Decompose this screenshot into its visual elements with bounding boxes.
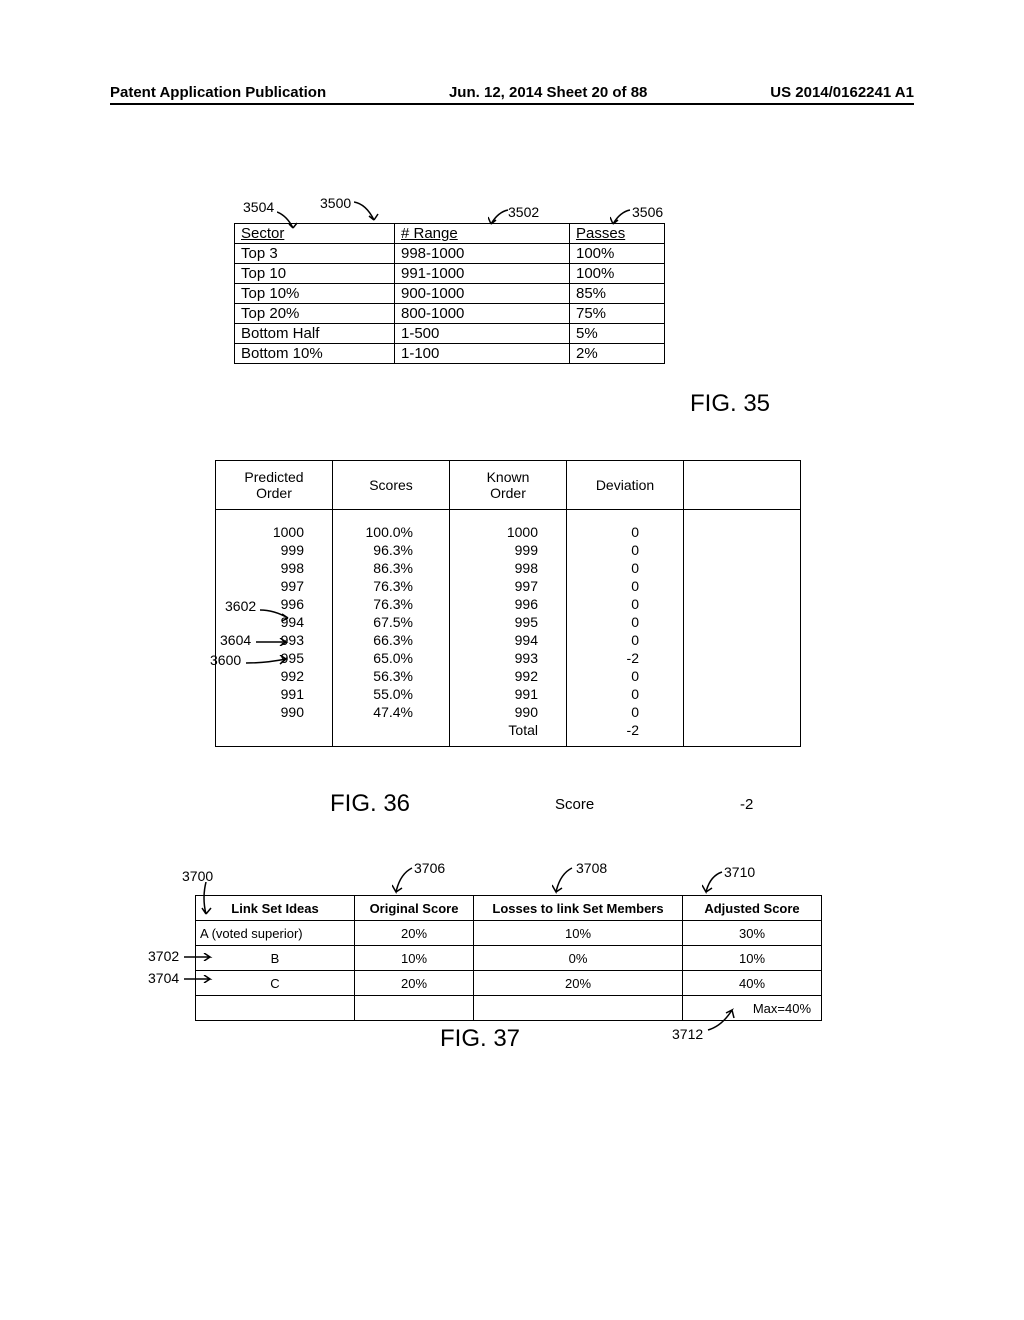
col-losses: Losses to link Set Members (474, 896, 683, 921)
callout-3702: 3702 (148, 948, 179, 964)
callout-3504: 3504 (243, 199, 274, 215)
table-row: Top 10%900-100085% (235, 284, 665, 304)
callout-3602: 3602 (225, 598, 256, 614)
known-list: 1000 999 998 997 996 995 994 993 992 991… (450, 524, 566, 738)
arrow-3600 (246, 655, 290, 665)
table-body-row: 1000 999 998 997 996 994 993 995 992 991… (216, 510, 801, 747)
arrow-3706 (392, 866, 416, 896)
callout-3502: 3502 (508, 204, 539, 220)
fig36-score-label: Score (555, 796, 594, 813)
arrow-3712 (706, 1006, 736, 1032)
table-header-row: Predicted Order Scores Known Order Devia… (216, 461, 801, 510)
table-row: Top 10991-1000100% (235, 264, 665, 284)
table-row: Top 20%800-100075% (235, 304, 665, 324)
scores-list: 100.0% 96.3% 86.3% 76.3% 76.3% 67.5% 66.… (333, 524, 449, 720)
col-passes: Passes (570, 224, 665, 244)
callout-3506: 3506 (632, 204, 663, 220)
col-deviation: Deviation (567, 461, 684, 510)
callout-3604: 3604 (220, 632, 251, 648)
fig37-label: FIG. 37 (440, 1025, 520, 1053)
table-row: Bottom 10%1-1002% (235, 344, 665, 364)
predicted-list: 1000 999 998 997 996 994 993 995 992 991… (216, 524, 332, 720)
fig36-label: FIG. 36 (330, 790, 410, 818)
col-known: Known Order (450, 461, 567, 510)
fig35-table: Sector # Range Passes Top 3998-1000100% … (234, 223, 665, 364)
table-header-row: Sector # Range Passes (235, 224, 665, 244)
patent-page: Patent Application Publication Jun. 12, … (0, 0, 1024, 1320)
fig35-table-wrap: Sector # Range Passes Top 3998-1000100% … (234, 223, 665, 364)
callout-3500: 3500 (320, 195, 351, 211)
arrow-3710 (702, 870, 724, 896)
arrow-3708 (552, 866, 576, 896)
col-orig: Original Score (355, 896, 474, 921)
col-range: # Range (395, 224, 570, 244)
col-scores: Scores (333, 461, 450, 510)
callout-3708: 3708 (576, 860, 607, 876)
col-predicted: Predicted Order (216, 461, 333, 510)
arrow-3602 (260, 608, 292, 622)
table-row: A (voted superior)20%10%30% (196, 921, 822, 946)
callout-3706: 3706 (414, 860, 445, 876)
fig36-score-value: -2 (740, 796, 753, 813)
fig35-label: FIG. 35 (690, 390, 770, 418)
table-row: B10%0%10% (196, 946, 822, 971)
fig36-table: Predicted Order Scores Known Order Devia… (215, 460, 801, 747)
pub-number: US 2014/0162241 A1 (770, 84, 914, 101)
callout-3704: 3704 (148, 970, 179, 986)
table-row: C20%20%40% (196, 971, 822, 996)
col-ideas: Link Set Ideas (196, 896, 355, 921)
fig37-table: Link Set Ideas Original Score Losses to … (195, 895, 822, 1021)
arrow-3604 (256, 638, 290, 646)
sheet-info: Jun. 12, 2014 Sheet 20 of 88 (449, 84, 647, 101)
arrow-3500 (354, 200, 380, 224)
fig36-table-wrap: Predicted Order Scores Known Order Devia… (215, 460, 801, 747)
callout-3710: 3710 (724, 864, 755, 880)
pub-type: Patent Application Publication (110, 84, 326, 101)
col-adjusted: Adjusted Score (683, 896, 822, 921)
table-row: Top 3998-1000100% (235, 244, 665, 264)
callout-3600: 3600 (210, 652, 241, 668)
deviation-list: 0 0 0 0 0 0 0 -2 0 0 0 -2 (567, 524, 683, 738)
table-header-row: Link Set Ideas Original Score Losses to … (196, 896, 822, 921)
col-sector: Sector (235, 224, 395, 244)
fig37-table-wrap: Link Set Ideas Original Score Losses to … (195, 895, 822, 1021)
table-row: Bottom Half1-5005% (235, 324, 665, 344)
page-header: Patent Application Publication Jun. 12, … (110, 84, 914, 105)
col-blank (684, 461, 801, 510)
callout-3712: 3712 (672, 1026, 703, 1042)
